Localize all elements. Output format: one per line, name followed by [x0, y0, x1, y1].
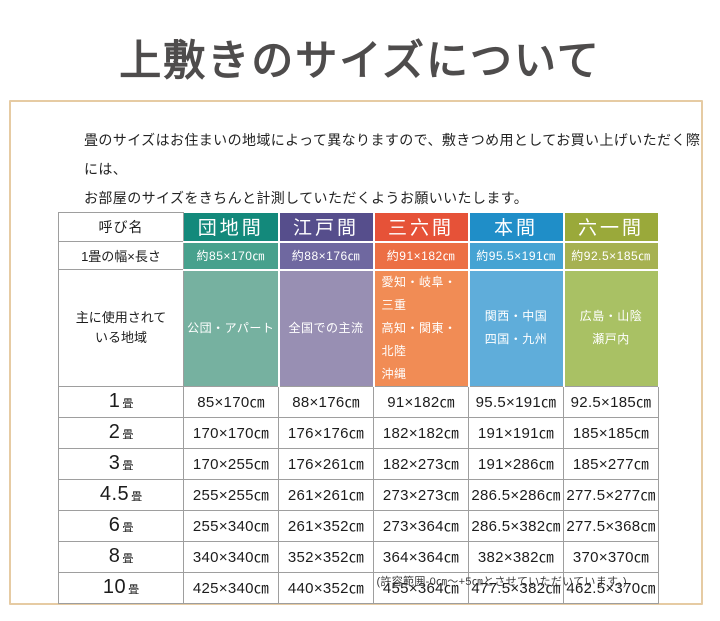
- value-cell-danchima-10jo: 425×340㎝: [183, 571, 279, 604]
- region-row-label: 主に使用されて いる地域: [58, 269, 184, 387]
- size-data-row-1: 1 畳 85×170㎝ 88×176㎝ 91×182㎝ 95.5×191㎝ 92.5×185…: [58, 385, 659, 418]
- unit-size-cell-danchima: 約85×170㎝: [183, 240, 280, 270]
- unit-size-cell-honma: 約95.5×191㎝: [467, 240, 565, 270]
- region-cell-honma: 関西・中国 四国・九州: [467, 268, 565, 386]
- value-cell-honma-6jo: 286.5×382㎝: [468, 509, 564, 542]
- size-data-row-2: 2 畳 170×170㎝ 176×176㎝ 182×182㎝ 191×191㎝ 185×18…: [58, 416, 659, 449]
- value-cell-edoma-8jo: 352×352㎝: [278, 540, 374, 573]
- column-header-edoma: 江戸間: [277, 212, 375, 242]
- row-label-10-jo: 10 畳: [58, 571, 184, 604]
- value-cell-rokuichima-1jo: 92.5×185㎝: [563, 385, 659, 418]
- size-data-row-4.5: 4.5 畳 255×255㎝ 261×261㎝ 273×273㎝ 286.5×286㎝ 27…: [58, 478, 659, 511]
- value-cell-danchima-2jo: 170×170㎝: [183, 416, 279, 449]
- value-cell-edoma-10jo: 440×352㎝: [278, 571, 374, 604]
- unit-size-cell-sanrokuma: 約91×182㎝: [372, 240, 470, 270]
- unit-size-cell-rokuichima: 約92.5×185㎝: [562, 240, 660, 270]
- value-cell-danchima-6jo: 255×340㎝: [183, 509, 279, 542]
- value-cell-rokuichima-8jo: 370×370㎝: [563, 540, 659, 573]
- value-cell-edoma-1jo: 88×176㎝: [278, 385, 374, 418]
- value-cell-rokuichima-4.5jo: 277.5×277㎝: [563, 478, 659, 511]
- value-cell-rokuichima-6jo: 277.5×368㎝: [563, 509, 659, 542]
- size-data-row-10: 10 畳 425×340㎝ 440×352㎝ 455×364㎝ 477.5×382㎝ 462…: [58, 571, 659, 604]
- column-header-rokuichima: 六一間: [562, 212, 660, 242]
- value-cell-edoma-6jo: 261×352㎝: [278, 509, 374, 542]
- row-label-4.5-jo: 4.5 畳: [58, 478, 184, 511]
- value-cell-edoma-4.5jo: 261×261㎝: [278, 478, 374, 511]
- value-cell-honma-4.5jo: 286.5×286㎝: [468, 478, 564, 511]
- value-cell-rokuichima-2jo: 185×185㎝: [563, 416, 659, 449]
- region-row: 主に使用されて いる地域 公団・アパート 全国での主流 愛知・岐阜・三重 高知・関東・北陸…: [58, 268, 660, 387]
- value-cell-sanrokuma-3jo: 182×273㎝: [373, 447, 469, 480]
- intro-line-1: 畳のサイズはお住まいの地域によって異なりますので、敷きつめ用としてお買い上げいた…: [84, 132, 701, 177]
- value-cell-danchima-3jo: 170×255㎝: [183, 447, 279, 480]
- intro-text: 畳のサイズはお住まいの地域によって異なりますので、敷きつめ用としてお買い上げいた…: [84, 126, 701, 213]
- size-data-row-8: 8 畳 340×340㎝ 352×352㎝ 364×364㎝ 382×382㎝ 370×37…: [58, 540, 659, 573]
- region-cell-danchima: 公団・アパート: [183, 268, 280, 386]
- value-cell-sanrokuma-2jo: 182×182㎝: [373, 416, 469, 449]
- value-cell-sanrokuma-10jo: 455×364㎝: [373, 571, 469, 604]
- value-cell-danchima-8jo: 340×340㎝: [183, 540, 279, 573]
- tatami-size-table: 呼び名 団地間 江戸間 三六間 本間 六一間 1畳の幅×長さ 約85×170㎝ 約88×176㎝…: [58, 212, 660, 604]
- value-cell-rokuichima-3jo: 185×277㎝: [563, 447, 659, 480]
- intro-line-2: お部屋のサイズをきちんと計測していただくようお願いいたします。: [84, 190, 529, 206]
- value-cell-edoma-3jo: 176×261㎝: [278, 447, 374, 480]
- size-data-row-3: 3 畳 170×255㎝ 176×261㎝ 182×273㎝ 191×286㎝ 185×27…: [58, 447, 659, 480]
- column-header-sanrokuma: 三六間: [372, 212, 470, 242]
- value-cell-danchima-4.5jo: 255×255㎝: [183, 478, 279, 511]
- region-cell-rokuichima: 広島・山陰 瀬戸内: [562, 268, 660, 386]
- column-header-honma: 本間: [467, 212, 565, 242]
- value-cell-rokuichima-10jo: 462.5×370㎝: [563, 571, 659, 604]
- size-data-row-6: 6 畳 255×340㎝ 261×352㎝ 273×364㎝ 286.5×382㎝ 277.…: [58, 509, 659, 542]
- tolerance-note: (許容範囲-0㎝〜+5㎝とさせていただいています。): [376, 576, 627, 588]
- value-cell-honma-1jo: 95.5×191㎝: [468, 385, 564, 418]
- content-panel: 畳のサイズはお住まいの地域によって異なりますので、敷きつめ用としてお買い上げいた…: [9, 100, 703, 605]
- unit-size-row-label: 1畳の幅×長さ: [58, 241, 184, 270]
- value-cell-sanrokuma-4.5jo: 273×273㎝: [373, 478, 469, 511]
- column-header-danchima: 団地間: [183, 212, 280, 242]
- region-cell-sanrokuma: 愛知・岐阜・三重 高知・関東・北陸 沖縄: [372, 268, 470, 386]
- column-header-name: 呼び名: [58, 212, 184, 242]
- table-header-row: 呼び名 団地間 江戸間 三六間 本間 六一間: [58, 212, 660, 242]
- value-cell-edoma-2jo: 176×176㎝: [278, 416, 374, 449]
- unit-size-row: 1畳の幅×長さ 約85×170㎝ 約88×176㎝ 約91×182㎝ 約95.5×191…: [58, 240, 660, 270]
- page-title: 上敷きのサイズについて: [119, 39, 601, 85]
- value-cell-honma-10jo: 477.5×382㎝: [468, 571, 564, 604]
- value-cell-honma-2jo: 191×191㎝: [468, 416, 564, 449]
- region-cell-edoma: 全国での主流: [277, 268, 375, 386]
- value-cell-sanrokuma-1jo: 91×182㎝: [373, 385, 469, 418]
- value-cell-honma-8jo: 382×382㎝: [468, 540, 564, 573]
- value-cell-sanrokuma-8jo: 364×364㎝: [373, 540, 469, 573]
- value-cell-honma-3jo: 191×286㎝: [468, 447, 564, 480]
- unit-size-cell-edoma: 約88×176㎝: [277, 240, 375, 270]
- value-cell-sanrokuma-6jo: 273×364㎝: [373, 509, 469, 542]
- value-cell-danchima-1jo: 85×170㎝: [183, 385, 279, 418]
